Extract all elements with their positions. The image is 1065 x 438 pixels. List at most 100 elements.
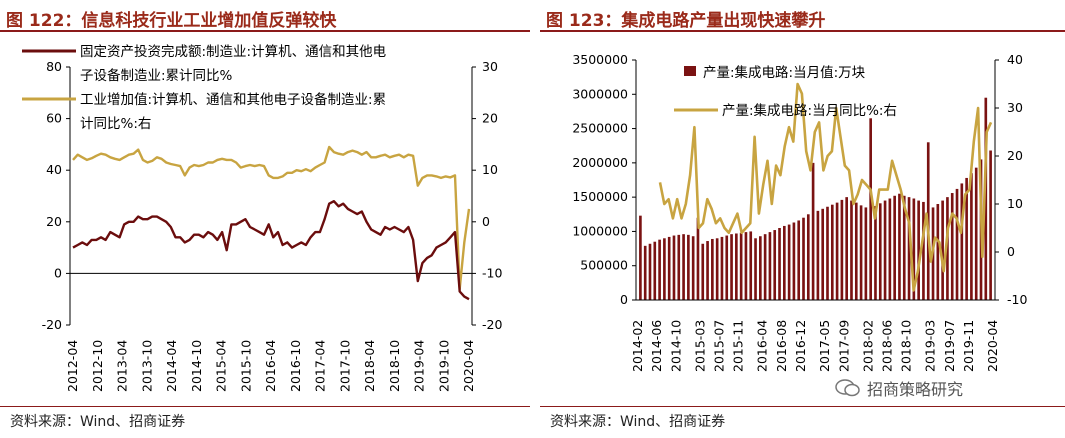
- left-chart-panel: 图 122：信息科技行业工业增加值反弹较快 80 60 40 20 0 -20 30 20 10…: [0, 0, 530, 438]
- right-y-tick-label: 40: [1007, 52, 1023, 67]
- x-tick-label: 2014-06: [649, 320, 664, 372]
- bar-ic-monthly-output: [883, 200, 887, 300]
- right-y-tick-label: 10: [482, 162, 498, 177]
- bar-ic-monthly-output: [859, 205, 863, 300]
- bar-ic-monthly-output: [864, 207, 868, 300]
- left-y-tick-label: 1000000: [572, 223, 628, 238]
- x-tick-label: 2018-10: [387, 340, 402, 392]
- legend-label-yoy: 产量:集成电路:当月同比%:右: [722, 103, 897, 119]
- bar-ic-monthly-output: [946, 197, 949, 300]
- right-y-tick-label: 30: [1007, 100, 1023, 115]
- bar-ic-monthly-output: [806, 214, 810, 300]
- series-industrial-added-value-line: [72, 145, 471, 291]
- x-tick-label: 2020-04: [461, 340, 476, 392]
- bar-ic-monthly-output: [658, 239, 661, 300]
- bar-ic-monthly-output: [835, 202, 839, 300]
- bar-ic-monthly-output: [739, 232, 743, 300]
- left-y-tick-label: 0: [54, 265, 62, 280]
- x-tick-label: 2018-06: [879, 320, 894, 372]
- bar-ic-monthly-output: [672, 235, 676, 300]
- bar-ic-monthly-output: [744, 232, 748, 300]
- bar-ic-monthly-output: [874, 206, 877, 300]
- bar-ic-monthly-output: [735, 233, 738, 300]
- x-tick-label: 2018-04: [362, 340, 377, 392]
- bar-ic-monthly-output: [663, 238, 666, 300]
- legend-label-fixed-asset-line1: 固定资产投资完成额:制造业:计算机、通信和其他电: [80, 44, 386, 60]
- left-y-tick-label: 0: [620, 292, 628, 307]
- bar-ic-monthly-output: [687, 234, 690, 300]
- left-y-tick-label: 500000: [580, 258, 628, 273]
- x-tick-label: 2018-02: [860, 320, 875, 372]
- left-y-tick-label: 3000000: [572, 86, 628, 101]
- right-y-tick-label: 0: [482, 214, 490, 229]
- left-y-tick-label: 60: [46, 111, 62, 126]
- x-tick-label: 2012-04: [65, 340, 80, 392]
- bar-ic-monthly-output: [725, 235, 729, 300]
- bar-ic-monthly-output: [696, 217, 700, 300]
- bar-ic-monthly-output: [830, 204, 834, 300]
- bar-ic-monthly-output: [941, 200, 944, 300]
- x-tick-label: 2019-03: [923, 320, 938, 372]
- bar-ic-monthly-output: [643, 245, 647, 300]
- right-title-rule: [540, 30, 1065, 32]
- right-chart-source: 资料来源：Wind、招商证券: [550, 414, 726, 430]
- x-tick-label: 2014-04: [164, 340, 179, 392]
- bar-ic-monthly-output: [720, 236, 724, 300]
- left-y-tick-label: 1500000: [572, 189, 628, 204]
- x-tick-label: 2017-04: [313, 340, 328, 392]
- bar-ic-monthly-output: [850, 200, 853, 300]
- bar-ic-monthly-output: [936, 204, 940, 300]
- x-tick-label: 2015-07: [712, 320, 727, 372]
- series-fixed-asset-investment-line: [72, 199, 470, 301]
- bar-ic-monthly-output: [653, 241, 657, 300]
- right-chart-svg: 3500000 3000000 2500000 2000000 1500000 10000…: [572, 52, 1027, 372]
- x-tick-label: 2019-04: [412, 340, 427, 392]
- bar-ic-monthly-output: [888, 198, 892, 300]
- right-chart-panel: 图 123：集成电路产量出现快速攀升 3500000 3000000 2500000…: [540, 0, 1065, 438]
- right-y-tick-label: 0: [1007, 244, 1015, 259]
- wechat-icon: [835, 379, 860, 397]
- bar-ic-monthly-output: [811, 162, 815, 300]
- legend-swatch-monthly-output: [684, 66, 696, 76]
- bar-ic-monthly-output: [845, 197, 848, 300]
- bar-ic-monthly-output: [816, 210, 820, 300]
- bar-ic-monthly-output: [898, 193, 901, 300]
- left-y-tick-label: 3500000: [572, 52, 628, 67]
- bar-ic-monthly-output: [706, 241, 709, 300]
- x-tick-label: 2019-11: [961, 320, 976, 372]
- bar-ic-monthly-output: [763, 234, 767, 300]
- x-tick-label: 2017-05: [817, 320, 832, 372]
- bar-ic-monthly-output: [917, 200, 920, 300]
- bar-ic-monthly-output: [759, 236, 762, 300]
- bar-ic-monthly-output: [701, 243, 705, 300]
- left-y-tick-label: 80: [46, 59, 62, 74]
- legend-label-monthly-output: 产量:集成电路:当月值:万块: [703, 65, 866, 81]
- bar-ic-monthly-output: [950, 193, 954, 300]
- bar-ic-monthly-output: [787, 224, 791, 300]
- bar-ic-monthly-output: [792, 222, 796, 300]
- x-tick-label: 2014-10: [189, 340, 204, 392]
- x-tick-label: 2015-03: [692, 320, 707, 372]
- x-tick-label: 2016-12: [793, 320, 808, 372]
- bar-ic-monthly-output: [878, 203, 882, 300]
- x-tick-label: 2016-10: [288, 340, 303, 392]
- bar-ic-monthly-output: [840, 199, 844, 300]
- x-tick-label: 2015-04: [214, 340, 229, 392]
- bar-ic-monthly-output: [821, 208, 825, 300]
- right-y-tick-label: 20: [482, 111, 498, 126]
- bar-ic-monthly-output: [711, 238, 714, 300]
- x-tick-label: 2016-04: [263, 340, 278, 392]
- x-tick-label: 2013-10: [139, 340, 154, 392]
- bar-ic-monthly-output: [955, 188, 959, 300]
- bar-ic-monthly-output: [893, 195, 896, 300]
- x-tick-label: 2017-09: [836, 320, 851, 372]
- x-tick-label: 2012-10: [90, 340, 105, 392]
- bar-ic-monthly-output: [912, 198, 916, 300]
- bar-ic-monthly-output: [974, 167, 978, 300]
- bar-ic-monthly-output: [802, 217, 805, 300]
- x-tick-label: 2020-04: [985, 320, 1000, 372]
- bar-ic-monthly-output: [783, 225, 786, 300]
- x-tick-label: 2015-10: [238, 340, 253, 392]
- right-y-tick-label: -10: [1007, 292, 1027, 307]
